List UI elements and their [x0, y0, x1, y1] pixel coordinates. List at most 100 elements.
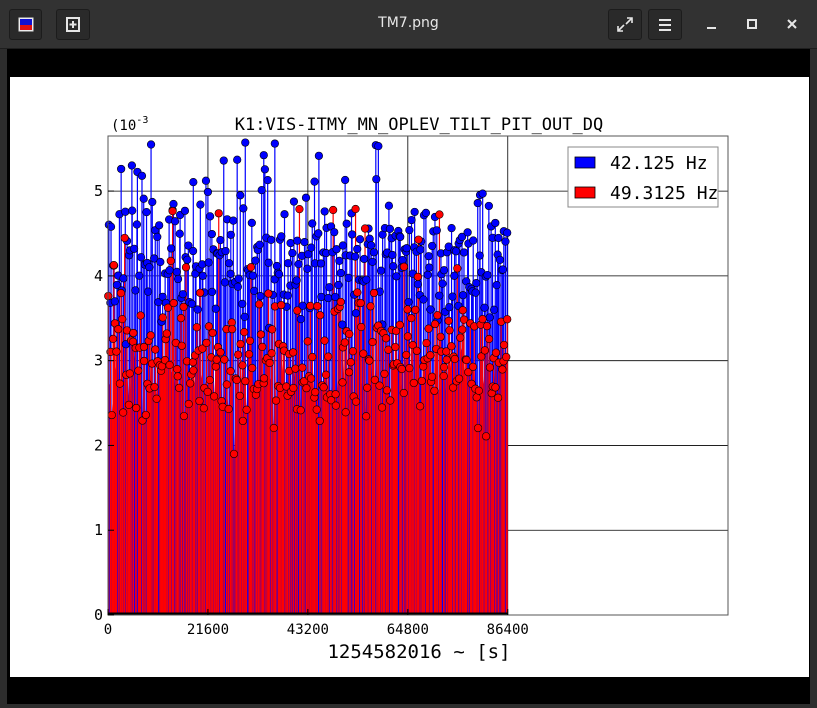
series-1-point [219, 156, 228, 165]
series-1-point [142, 208, 151, 217]
series-2-point [386, 396, 395, 405]
series-1-point [132, 220, 142, 229]
series-2-point [269, 423, 278, 433]
series-1-point [447, 224, 456, 233]
series-1-point [492, 281, 501, 290]
series-2-point [245, 336, 255, 345]
close-icon [787, 19, 797, 29]
series-2-point [306, 301, 315, 310]
series-2-point [166, 256, 175, 265]
series-1-point [376, 266, 386, 275]
series-1-point [432, 226, 441, 235]
series-2-point [271, 396, 281, 405]
series-1-point [236, 191, 245, 200]
series-1-point [175, 229, 184, 238]
series-1-point [293, 236, 302, 245]
series-1-point [351, 309, 361, 318]
series-1-point [458, 291, 468, 300]
series-2-point [456, 333, 465, 342]
series-2-point [498, 365, 507, 374]
series-1-point [257, 186, 266, 195]
series-2-point [402, 350, 411, 360]
series-2-point [296, 406, 305, 415]
series-2-point [370, 375, 379, 384]
series-1-point [392, 272, 401, 281]
series-2-point [256, 330, 266, 339]
series-2-point [119, 408, 128, 417]
series-1-point [277, 232, 286, 241]
series-1-point [428, 241, 437, 251]
series-1-point [289, 197, 299, 206]
series-2-point [163, 303, 173, 312]
series-2-point [238, 361, 247, 370]
new-tab-button[interactable] [56, 9, 90, 40]
series-2-point [414, 235, 423, 244]
series-1-point [283, 259, 293, 268]
series-2-point [303, 337, 312, 346]
series-2-point [248, 363, 257, 373]
series-1-point [106, 222, 116, 231]
series-2-point [181, 263, 191, 272]
series-2-point [141, 410, 150, 420]
series-2-point [439, 363, 449, 372]
x-axis-label: 1254582016 ~ [s] [327, 641, 510, 663]
series-1-point [325, 283, 334, 292]
minimize-button[interactable] [697, 9, 728, 40]
series-2-point [424, 324, 433, 333]
series-2-point [399, 262, 409, 271]
series-1-point [362, 275, 371, 284]
series-1-point [324, 293, 333, 303]
series-1-point [233, 155, 242, 164]
series-2-point [115, 379, 125, 388]
series-1-point [247, 218, 256, 228]
series-1-point [450, 271, 459, 280]
series-1-point [300, 237, 309, 247]
series-2-point [125, 369, 134, 378]
series-2-point [338, 378, 347, 387]
series-1-point [211, 304, 220, 313]
series-1-point [263, 175, 272, 185]
series-1-point [238, 299, 247, 309]
series-1-point [475, 251, 484, 260]
series-1-point [478, 189, 487, 198]
series-2-point [267, 349, 276, 358]
series-1-point [459, 248, 469, 257]
series-1-point [491, 218, 500, 228]
y-tick-label: 0 [94, 606, 103, 624]
series-1-point [183, 255, 192, 264]
series-2-point [503, 315, 512, 324]
series-1-point [316, 259, 326, 268]
axis-ticks: 0 21600 43200 64800 86400 0 1 2 3 4 5 [94, 182, 529, 638]
series-2-point [348, 347, 357, 356]
series-2-point [203, 387, 212, 396]
series-1-point [150, 254, 159, 263]
fullscreen-button[interactable] [608, 9, 642, 40]
x-tick-label: 64800 [387, 622, 429, 638]
maximize-button[interactable] [737, 9, 768, 40]
legend-swatch-42hz [574, 156, 596, 169]
displayed-image: 0 21600 43200 64800 86400 0 1 2 3 4 5 K1:VIS-ITMY_… [10, 77, 809, 677]
series-1-point [143, 287, 153, 296]
hamburger-menu-icon [659, 19, 671, 31]
series-1-point [241, 138, 250, 147]
series-2-point [384, 345, 393, 354]
series-2-point [308, 352, 317, 362]
menu-button[interactable] [648, 9, 682, 40]
series-2-point [216, 348, 225, 357]
series-2-point [240, 328, 249, 337]
series-1-point [374, 142, 383, 151]
series-2-point [433, 311, 442, 320]
app-icon-button[interactable] [9, 9, 42, 40]
series-1-point [240, 312, 249, 321]
series-2-point [462, 355, 471, 365]
series-2-point [444, 316, 453, 326]
series-2-point [368, 337, 377, 347]
series-2-point [345, 329, 354, 339]
series-2-point [316, 311, 325, 320]
close-button[interactable] [777, 9, 808, 40]
series-2-point [427, 372, 437, 381]
series-2-point [277, 300, 286, 310]
series-2-point [179, 411, 189, 421]
series-1-point [471, 288, 480, 297]
series-1-point [173, 274, 183, 284]
